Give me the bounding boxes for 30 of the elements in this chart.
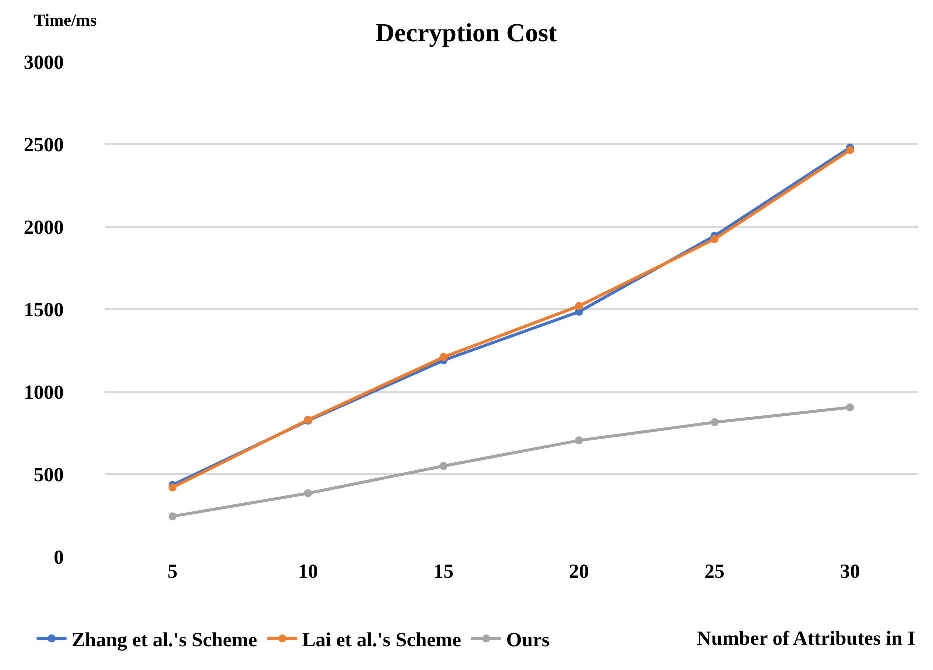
x-tick-label: 5	[168, 561, 178, 583]
chart-title: Decryption Cost	[376, 18, 558, 48]
point	[846, 404, 854, 412]
point	[710, 235, 719, 244]
x-tick-label: 30	[840, 561, 860, 583]
y-axis-title: Time/ms	[34, 11, 98, 30]
x-tick-label: 20	[569, 561, 590, 583]
point	[168, 512, 177, 521]
point	[846, 146, 854, 154]
x-tick-label: 15	[434, 561, 454, 583]
point	[575, 302, 584, 310]
y-tick-label: 1500	[24, 300, 64, 322]
legend-label: Lai et al.'s Scheme	[302, 629, 462, 652]
x-tick-label: 25	[704, 561, 725, 583]
legend-label: Ours	[506, 629, 550, 652]
y-tick-label: 500	[34, 464, 64, 486]
legend-label: Zhang et al.'s Scheme	[72, 629, 258, 652]
x-axis-title: Number of Attributes in I	[697, 628, 916, 650]
point	[168, 484, 177, 492]
point	[440, 353, 448, 362]
y-tick-label: 1000	[24, 382, 64, 404]
y-tick-label: 2000	[24, 217, 64, 239]
point	[575, 436, 584, 445]
point	[440, 462, 448, 470]
y-tick-label: 3000	[24, 52, 64, 74]
y-tick-label: 0	[54, 547, 64, 569]
point	[710, 418, 719, 427]
point	[304, 489, 312, 498]
x-tick-label: 10	[298, 561, 318, 583]
y-tick-label: 2500	[24, 134, 64, 156]
